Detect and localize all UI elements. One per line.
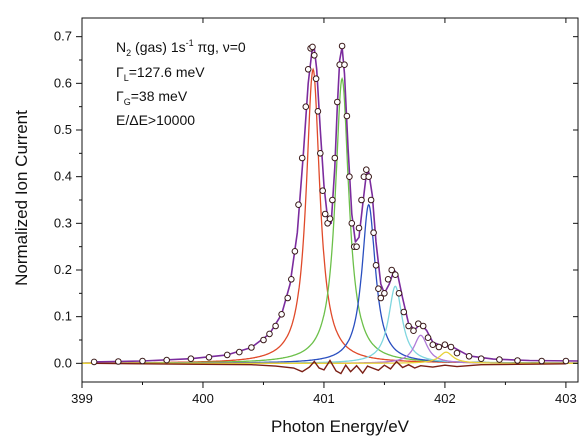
total-fit-line — [94, 46, 578, 363]
data-point — [90, 358, 98, 366]
data-point — [514, 357, 521, 364]
residual-line — [94, 359, 566, 375]
data-point — [355, 224, 363, 232]
data-point — [248, 344, 255, 351]
data-point — [392, 271, 399, 279]
x-tick-label: 402 — [434, 391, 456, 406]
data-point — [381, 290, 388, 297]
data-point — [388, 266, 396, 274]
data-point — [205, 354, 213, 361]
data-point — [272, 322, 279, 330]
data-point — [278, 311, 285, 318]
data-point — [329, 196, 336, 204]
data-point — [346, 173, 353, 180]
data-point — [338, 42, 346, 50]
data-point — [419, 322, 427, 330]
annotation-resolution: E/ΔE>10000 — [116, 112, 195, 128]
data-point — [372, 262, 380, 269]
fit-component-line-3 — [82, 203, 578, 364]
data-point — [334, 98, 341, 106]
data-point — [365, 173, 373, 180]
data-point — [453, 349, 461, 357]
data-point — [353, 243, 360, 250]
y-tick-label: 0.4 — [54, 169, 72, 184]
data-point — [311, 52, 318, 59]
data-point — [139, 357, 146, 365]
data-point — [302, 103, 310, 110]
y-tick-label: 0.6 — [54, 75, 72, 90]
data-point — [429, 341, 437, 349]
data-point — [435, 343, 443, 351]
data-point — [410, 327, 417, 335]
data-point — [317, 150, 324, 157]
data-point — [331, 154, 339, 162]
data-point — [358, 196, 365, 204]
data-point — [298, 154, 306, 162]
data-point — [377, 294, 385, 302]
y-tick-label: 0.3 — [54, 215, 72, 230]
data-point — [441, 341, 449, 349]
data-point — [375, 285, 382, 293]
data-point — [538, 357, 546, 365]
data-point — [447, 343, 455, 351]
y-tick-label: 0.5 — [54, 122, 72, 137]
data-point — [260, 336, 267, 344]
y-tick-label: 0.1 — [54, 309, 72, 324]
data-point — [115, 358, 122, 365]
x-axis-label: Photon Energy/eV — [271, 417, 410, 436]
x-tick-label: 399 — [71, 391, 93, 406]
annotation-species: N2 (gas) 1s-1 πg, ν=0 — [116, 38, 246, 58]
axes: 399 400 401 402 403 0.0 0.1 0.2 0.3 0.4 0.5 0.6 0.7 — [54, 17, 579, 406]
data-point — [384, 276, 392, 283]
data-point — [295, 201, 302, 208]
data-point — [363, 166, 370, 173]
data-point — [321, 210, 329, 218]
data-point — [288, 276, 295, 283]
y-tick-label: 0.2 — [54, 262, 72, 277]
data-point — [266, 330, 273, 338]
data-point — [343, 112, 351, 120]
fit-component-line-4 — [82, 285, 578, 364]
data-point — [319, 187, 327, 194]
data-point — [284, 294, 292, 302]
data-point — [163, 356, 170, 364]
data-point — [424, 334, 432, 342]
data-point — [341, 61, 348, 68]
x-tick-label: 403 — [555, 391, 577, 406]
annotation-gauss-width: ΓG=38 meV — [116, 88, 188, 107]
data-point — [291, 248, 299, 255]
data-point — [314, 108, 322, 115]
data-point — [405, 322, 412, 330]
data-point — [477, 355, 485, 363]
data-point — [400, 308, 408, 316]
data-point — [236, 348, 243, 356]
y-axis-label: Normalized Ion Current — [12, 110, 31, 286]
x-tick-label: 401 — [313, 391, 335, 406]
data-point — [395, 290, 403, 297]
annotation-lorentz-width: ΓL=127.6 meV — [116, 64, 205, 83]
data-point — [367, 196, 375, 204]
data-point — [187, 355, 195, 363]
data-point — [309, 43, 316, 51]
data-point — [223, 351, 231, 359]
y-tick-label: 0.7 — [54, 29, 72, 44]
y-tick-label: 0.0 — [54, 355, 72, 370]
data-point — [562, 357, 570, 365]
data-point — [312, 75, 320, 82]
data-point — [348, 220, 356, 227]
data-point — [465, 353, 473, 360]
data-point — [496, 356, 503, 363]
data-point — [370, 229, 377, 236]
plot-area — [82, 42, 578, 375]
x-tick-label: 400 — [192, 391, 214, 406]
data-point — [304, 66, 312, 73]
data-point — [326, 215, 334, 222]
